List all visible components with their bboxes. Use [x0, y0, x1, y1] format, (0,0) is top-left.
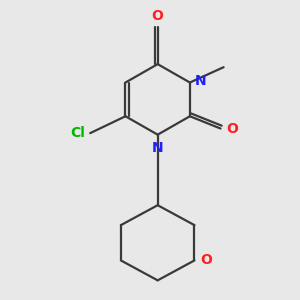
Text: O: O [152, 9, 164, 23]
Text: N: N [152, 141, 164, 155]
Text: O: O [201, 254, 212, 267]
Text: O: O [226, 122, 238, 136]
Text: N: N [194, 74, 206, 88]
Text: Cl: Cl [70, 126, 85, 140]
